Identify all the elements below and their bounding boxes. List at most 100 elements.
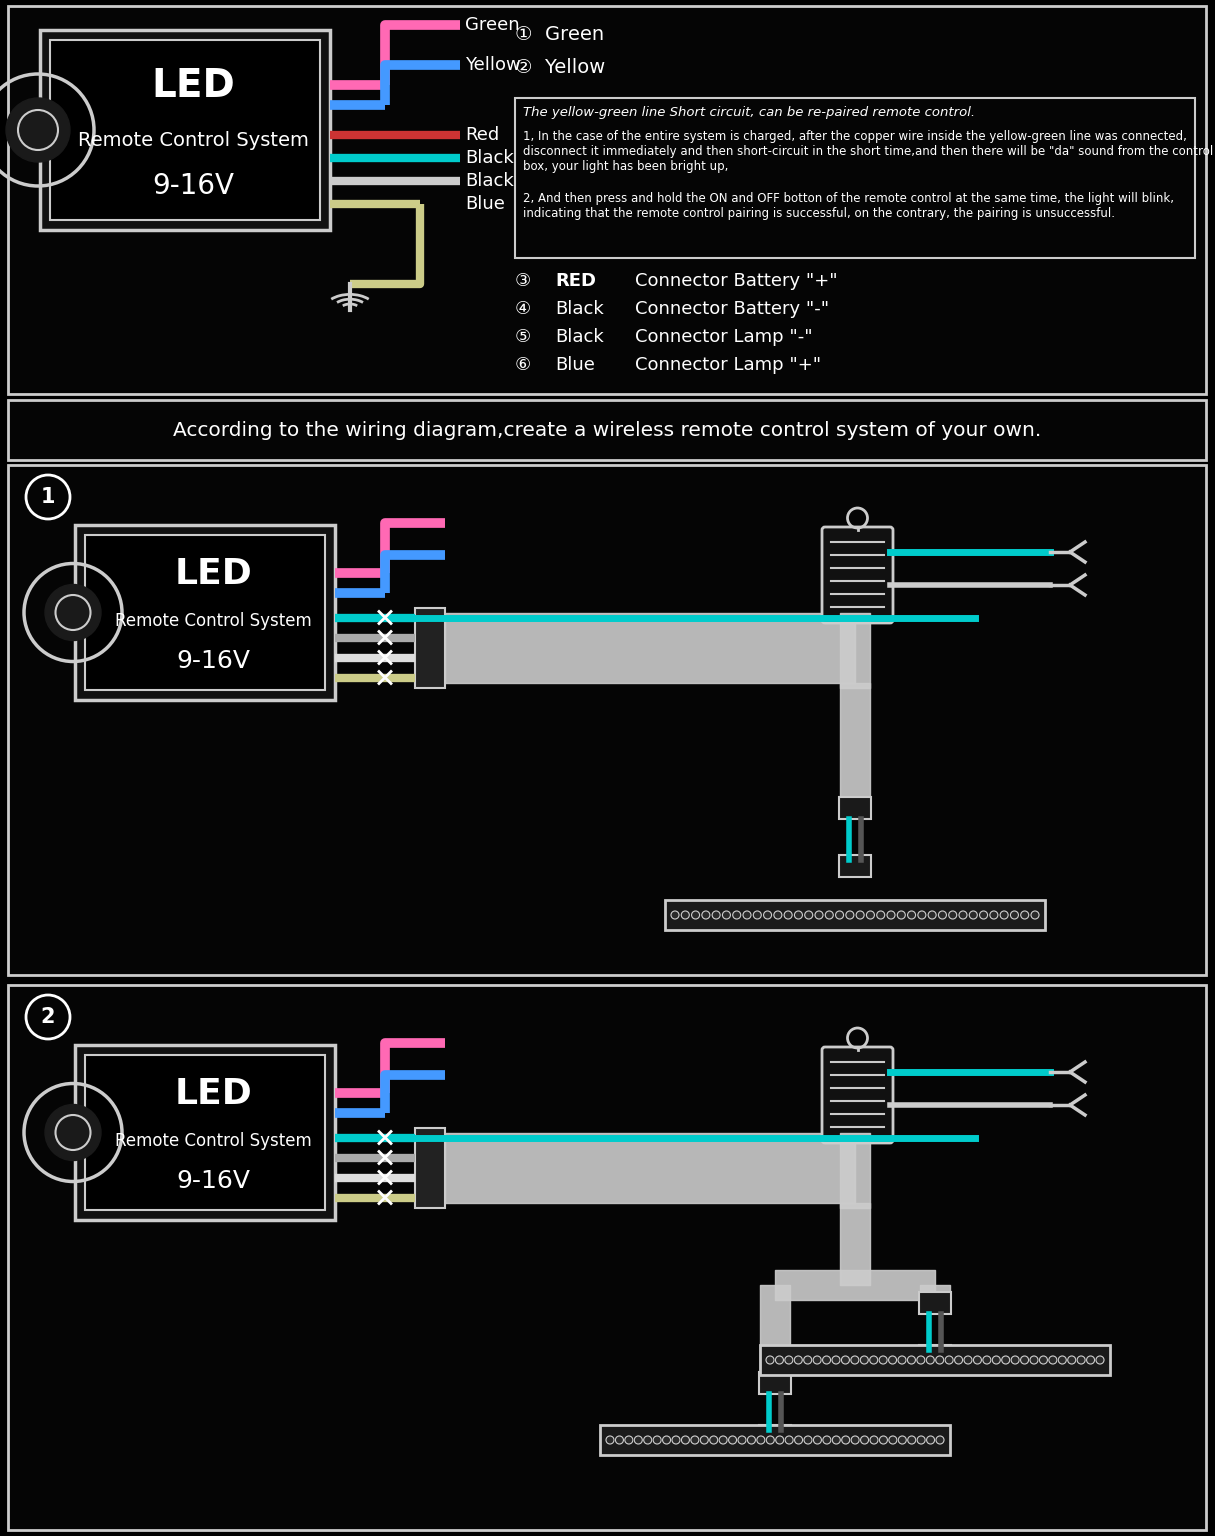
Circle shape xyxy=(888,1356,897,1364)
Circle shape xyxy=(1011,911,1018,919)
Circle shape xyxy=(1068,1356,1075,1364)
Circle shape xyxy=(927,1436,934,1444)
Text: Connector Lamp "+": Connector Lamp "+" xyxy=(635,356,821,373)
Circle shape xyxy=(898,911,905,919)
FancyBboxPatch shape xyxy=(416,1127,445,1207)
Circle shape xyxy=(1021,1356,1029,1364)
Text: Black: Black xyxy=(465,172,514,190)
FancyBboxPatch shape xyxy=(919,1346,951,1367)
Text: 1: 1 xyxy=(41,487,55,507)
Circle shape xyxy=(700,1436,708,1444)
Circle shape xyxy=(712,911,720,919)
Circle shape xyxy=(955,1356,962,1364)
Circle shape xyxy=(832,1436,841,1444)
Text: Red: Red xyxy=(465,126,499,144)
Text: Black: Black xyxy=(555,300,604,318)
FancyBboxPatch shape xyxy=(9,465,1206,975)
FancyBboxPatch shape xyxy=(759,1425,791,1447)
Circle shape xyxy=(917,911,926,919)
Circle shape xyxy=(1000,911,1008,919)
Circle shape xyxy=(877,911,885,919)
Circle shape xyxy=(983,1356,991,1364)
Circle shape xyxy=(1039,1356,1047,1364)
Text: Connector Battery "-": Connector Battery "-" xyxy=(635,300,829,318)
Circle shape xyxy=(842,1436,849,1444)
Text: Green: Green xyxy=(465,15,520,34)
Circle shape xyxy=(6,98,70,161)
Circle shape xyxy=(938,911,946,919)
Circle shape xyxy=(860,1436,869,1444)
Circle shape xyxy=(702,911,710,919)
Circle shape xyxy=(908,1356,915,1364)
Text: The yellow-green line Short circuit, can be re-paired remote control.: The yellow-green line Short circuit, can… xyxy=(522,106,976,118)
Circle shape xyxy=(908,1436,916,1444)
Circle shape xyxy=(813,1436,821,1444)
Circle shape xyxy=(744,911,751,919)
Text: ①  Green: ① Green xyxy=(515,25,604,45)
Circle shape xyxy=(733,911,741,919)
Circle shape xyxy=(616,1436,623,1444)
Circle shape xyxy=(1032,911,1039,919)
Circle shape xyxy=(832,1356,840,1364)
Circle shape xyxy=(1030,1356,1038,1364)
Circle shape xyxy=(691,1436,699,1444)
Circle shape xyxy=(979,911,988,919)
Circle shape xyxy=(738,1436,746,1444)
FancyBboxPatch shape xyxy=(75,525,335,700)
Circle shape xyxy=(823,1436,831,1444)
Text: Remote Control System: Remote Control System xyxy=(114,613,311,630)
Circle shape xyxy=(1021,911,1029,919)
Circle shape xyxy=(803,1356,812,1364)
FancyBboxPatch shape xyxy=(761,1346,1111,1375)
FancyBboxPatch shape xyxy=(840,856,871,877)
Text: Remote Control System: Remote Control System xyxy=(114,1132,311,1150)
Circle shape xyxy=(767,1436,774,1444)
Circle shape xyxy=(45,1104,101,1161)
Circle shape xyxy=(606,1436,614,1444)
Circle shape xyxy=(672,1436,680,1444)
Circle shape xyxy=(936,1436,944,1444)
Text: RED: RED xyxy=(555,272,597,290)
Circle shape xyxy=(866,911,875,919)
Circle shape xyxy=(880,1356,887,1364)
Circle shape xyxy=(804,911,813,919)
FancyBboxPatch shape xyxy=(759,1372,791,1395)
Text: 1, In the case of the entire system is charged, after the copper wire inside the: 1, In the case of the entire system is c… xyxy=(522,131,1214,174)
FancyBboxPatch shape xyxy=(840,797,871,819)
Circle shape xyxy=(775,1356,784,1364)
Circle shape xyxy=(1001,1356,1010,1364)
FancyBboxPatch shape xyxy=(823,1048,893,1143)
Circle shape xyxy=(804,1436,812,1444)
Circle shape xyxy=(747,1436,756,1444)
Circle shape xyxy=(671,911,679,919)
Text: LED: LED xyxy=(151,68,234,104)
Circle shape xyxy=(753,911,762,919)
Text: ⑥: ⑥ xyxy=(515,356,531,373)
Text: 9-16V: 9-16V xyxy=(176,650,250,673)
Circle shape xyxy=(898,1356,906,1364)
Circle shape xyxy=(917,1436,925,1444)
Circle shape xyxy=(644,1436,651,1444)
Circle shape xyxy=(1049,1356,1057,1364)
FancyBboxPatch shape xyxy=(919,1292,951,1313)
Text: ④: ④ xyxy=(515,300,531,318)
Circle shape xyxy=(774,911,782,919)
FancyBboxPatch shape xyxy=(75,1044,335,1220)
Circle shape xyxy=(836,911,843,919)
Circle shape xyxy=(795,1356,802,1364)
Circle shape xyxy=(723,911,730,919)
Circle shape xyxy=(850,1356,859,1364)
Circle shape xyxy=(1096,1356,1104,1364)
Circle shape xyxy=(625,1436,633,1444)
Circle shape xyxy=(949,911,956,919)
Circle shape xyxy=(1086,1356,1095,1364)
FancyBboxPatch shape xyxy=(416,608,445,688)
Text: 9-16V: 9-16V xyxy=(152,172,234,200)
Circle shape xyxy=(993,1356,1000,1364)
FancyBboxPatch shape xyxy=(665,900,1045,929)
Circle shape xyxy=(990,911,998,919)
Circle shape xyxy=(795,911,802,919)
Circle shape xyxy=(1058,1356,1067,1364)
FancyBboxPatch shape xyxy=(515,98,1196,258)
Circle shape xyxy=(662,1436,671,1444)
